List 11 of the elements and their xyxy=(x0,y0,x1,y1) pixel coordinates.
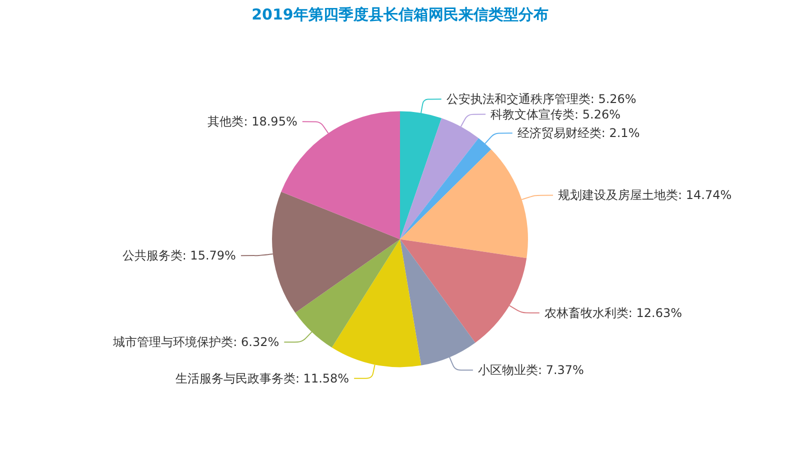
slice-label: 农林畜牧水利类: 12.63% xyxy=(544,306,682,320)
slice-label: 公安执法和交通秩序管理类: 5.26% xyxy=(446,92,636,106)
slice-label: 其他类: 18.95% xyxy=(208,114,298,129)
slice-label: 经济贸易财经类: 2.1% xyxy=(517,126,640,140)
slice-label: 城市管理与环境保护类: 6.32% xyxy=(112,335,280,350)
slice-label: 生活服务与民政事务类: 11.58% xyxy=(175,371,350,386)
slice-label: 公共服务类: 15.79% xyxy=(122,248,236,263)
slice-label: 科教文体宣传类: 5.26% xyxy=(490,107,621,122)
chart-title: 2019年第四季度县长信箱网民来信类型分布 xyxy=(252,6,548,24)
slice-label: 规划建设及房屋土地类: 14.74% xyxy=(558,188,732,202)
slice-label: 小区物业类: 7.37% xyxy=(478,363,584,378)
